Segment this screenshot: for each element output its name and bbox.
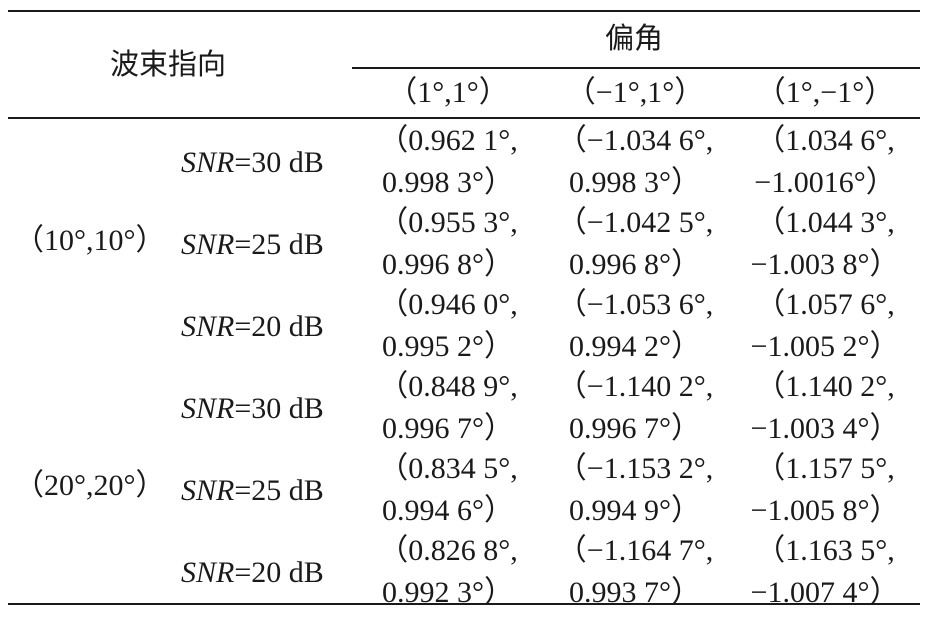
table-cell: 0.998 3°） (569, 166, 701, 199)
table-cell: 0.994 9°） (569, 494, 701, 527)
snr-label-prefix: SNR (181, 474, 235, 507)
table-cell: 0.998 3°） (382, 166, 514, 199)
table-cell: −1.007 4°） (750, 576, 900, 609)
snr-label-prefix: SNR (181, 556, 235, 589)
table-cell: （1.044 3°, (755, 206, 895, 239)
header-bottom-rule (8, 117, 920, 119)
snr-label-value: =20 dB (234, 556, 324, 589)
snr-label: SNR=25 dB (181, 230, 324, 260)
table-cell: −1.0016°） (754, 166, 896, 199)
table-cell: （0.834 5°, (378, 452, 518, 485)
table-cell: （1.163 5°, (755, 534, 895, 567)
snr-label-value: =25 dB (234, 474, 324, 507)
table-cell: 0.996 7°） (382, 412, 514, 445)
snr-label: SNR=30 dB (181, 394, 324, 424)
table-cell: （1.034 6°, (755, 124, 895, 157)
table-cell: （0.955 3°, (378, 206, 518, 239)
table-cell: （−1.153 2°, (556, 452, 714, 485)
column-header-3: （1°,−1°） (755, 76, 895, 109)
snr-label: SNR=20 dB (181, 558, 324, 588)
table-cell: −1.003 8°） (750, 248, 900, 281)
table-cell: 0.996 8°） (382, 248, 514, 281)
table-cell: 0.994 2°） (569, 330, 701, 363)
snr-label: SNR=25 dB (181, 476, 324, 506)
row-header-label: 波束指向 (110, 47, 227, 81)
snr-label-value: =30 dB (234, 392, 324, 425)
snr-label-prefix: SNR (181, 310, 235, 343)
snr-label-value: =30 dB (234, 146, 324, 179)
beam-direction-2: （20°,20°） (14, 469, 166, 502)
table-cell: −1.003 4°） (750, 412, 900, 445)
table-cell: （−1.140 2°, (556, 370, 714, 403)
table-cell: −1.005 8°） (750, 494, 900, 527)
table-cell: （−1.053 6°, (556, 288, 714, 321)
table-cell: 0.992 3°） (382, 576, 514, 609)
table-cell: （1.140 2°, (755, 370, 895, 403)
snr-label-value: =20 dB (234, 310, 324, 343)
table-cell: 0.996 7°） (569, 412, 701, 445)
group-header-label: 偏角 (604, 21, 664, 55)
table-cell: （1.057 6°, (755, 288, 895, 321)
beam-direction-1: （10°,10°） (14, 224, 166, 257)
column-header-2: （−1°,1°） (565, 76, 705, 109)
table-cell: 0.993 7°） (569, 576, 701, 609)
table-cell: （0.848 9°, (378, 370, 518, 403)
table-cell: （0.946 0°, (378, 288, 518, 321)
table-cell: （1.157 5°, (755, 452, 895, 485)
table-cell: （0.962 1°, (378, 124, 518, 157)
top-rule (8, 10, 920, 12)
snr-label-prefix: SNR (181, 146, 235, 179)
table-cell: 0.996 8°） (569, 248, 701, 281)
snr-label-prefix: SNR (181, 228, 235, 261)
group-underline-rule (352, 67, 920, 69)
table-cell: （0.826 8°, (378, 534, 518, 567)
table-cell: （−1.164 7°, (556, 534, 714, 567)
table-cell: 0.994 6°） (382, 494, 514, 527)
snr-label-prefix: SNR (181, 392, 235, 425)
table-cell: 0.995 2°） (382, 330, 514, 363)
table-cell: （−1.042 5°, (556, 206, 714, 239)
table-cell: （−1.034 6°, (556, 124, 714, 157)
table-cell: −1.005 2°） (750, 330, 900, 363)
column-header-1: （1°,1°） (387, 76, 509, 109)
snr-label-value: =25 dB (234, 228, 324, 261)
snr-label: SNR=30 dB (181, 148, 324, 178)
snr-label: SNR=20 dB (181, 312, 324, 342)
bottom-rule (8, 603, 920, 605)
